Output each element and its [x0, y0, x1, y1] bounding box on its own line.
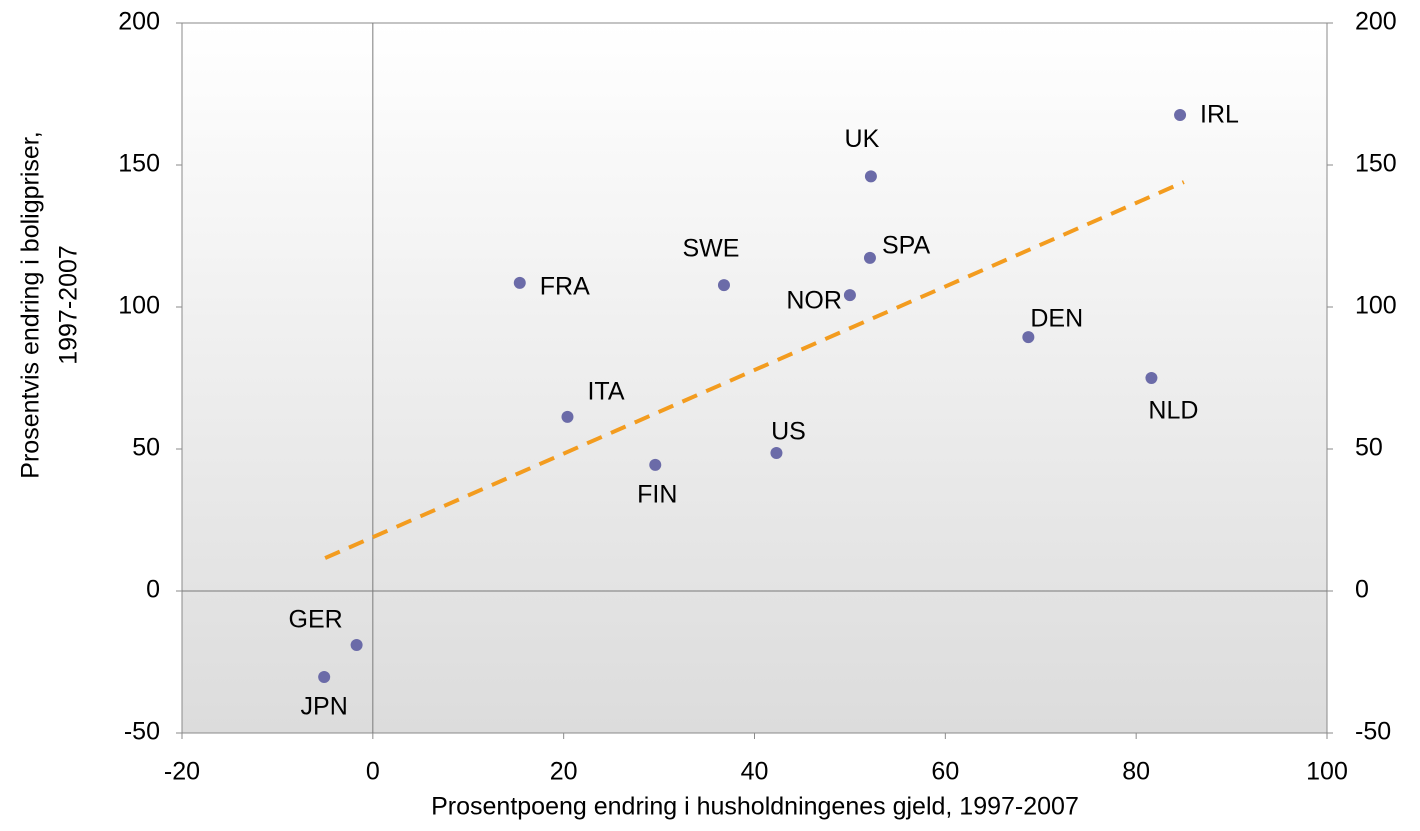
y-tick-label: 100 [118, 292, 160, 320]
y-tick-label: 200 [118, 8, 160, 36]
point-label: JPN [301, 693, 348, 721]
y2-tick-label: 50 [1355, 434, 1383, 462]
y2-tick-label: 100 [1355, 292, 1397, 320]
point-label: ITA [587, 378, 624, 406]
x-tick-label: 60 [931, 758, 959, 786]
point-label: FRA [540, 272, 590, 300]
point [770, 446, 783, 459]
y2-tick-label: 200 [1355, 8, 1397, 36]
point-label: UK [845, 125, 880, 153]
point [561, 410, 574, 423]
point-label: SPA [882, 231, 930, 259]
point-label: NOR [786, 287, 842, 315]
point [863, 251, 876, 264]
point [318, 671, 331, 684]
x-tick-label: 0 [366, 758, 380, 786]
point-label: FIN [637, 481, 677, 509]
point-label: SWE [682, 235, 739, 263]
point [717, 279, 730, 292]
point-label: IRL [1200, 101, 1239, 129]
y-tick-label: 50 [132, 434, 160, 462]
x-axis-label: Prosentpoeng endring i husholdningenes g… [431, 793, 1079, 821]
y-axis-label: 1997-2007 [55, 245, 83, 365]
point-label: US [771, 418, 806, 446]
y2-tick-label: -50 [1355, 718, 1391, 746]
point-label: DEN [1030, 305, 1083, 333]
x-tick-label: -20 [164, 758, 200, 786]
y-axis-label: Prosentvis endring i boligpriser, [17, 131, 45, 478]
point-label: NLD [1148, 397, 1198, 425]
point [864, 170, 877, 183]
trend-line [324, 180, 1185, 560]
point [513, 276, 526, 289]
y-tick-label: 150 [118, 150, 160, 178]
point [1174, 109, 1187, 122]
x-tick-label: 20 [550, 758, 578, 786]
x-tick-label: 100 [1306, 758, 1348, 786]
x-tick-label: 40 [741, 758, 769, 786]
point-label: GER [289, 606, 343, 634]
y-tick-label: -50 [124, 718, 160, 746]
y-tick-label: 0 [146, 576, 160, 604]
point [843, 289, 856, 302]
point [350, 638, 363, 651]
y2-tick-label: 150 [1355, 150, 1397, 178]
point [1145, 372, 1158, 384]
x-tick-label: 80 [1122, 758, 1150, 786]
y2-tick-label: 0 [1355, 576, 1369, 604]
point [1022, 331, 1035, 344]
point [649, 458, 662, 471]
